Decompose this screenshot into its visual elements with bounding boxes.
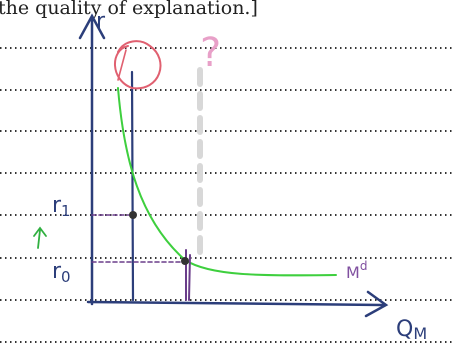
up-arrow: [34, 228, 46, 248]
ruled-lines: [0, 48, 454, 342]
level-lines: [92, 215, 185, 262]
annotation: ?: [200, 30, 221, 76]
level-sub: 1: [61, 202, 71, 220]
level-sub: 0: [61, 268, 71, 286]
level-label: r0: [52, 259, 71, 286]
vertical-line: [132, 72, 133, 300]
demand-curve: [118, 88, 336, 275]
x-axis-label: QM: [396, 317, 427, 343]
red-mark: [118, 50, 126, 80]
x-label-sub: M: [413, 324, 427, 343]
curve-label-sup: d: [360, 259, 368, 273]
curve-label-base: M: [346, 263, 360, 282]
y-axis: [80, 16, 104, 304]
point: [181, 257, 189, 265]
x-label-base: Q: [396, 317, 413, 342]
page: the quality of explanation.] r QM Md r1 …: [0, 0, 454, 349]
y-axis-label: r: [96, 9, 106, 34]
point: [129, 211, 137, 219]
curve-label: Md: [346, 259, 367, 282]
header-text: the quality of explanation.]: [0, 0, 258, 19]
level-label: r1: [52, 193, 71, 220]
